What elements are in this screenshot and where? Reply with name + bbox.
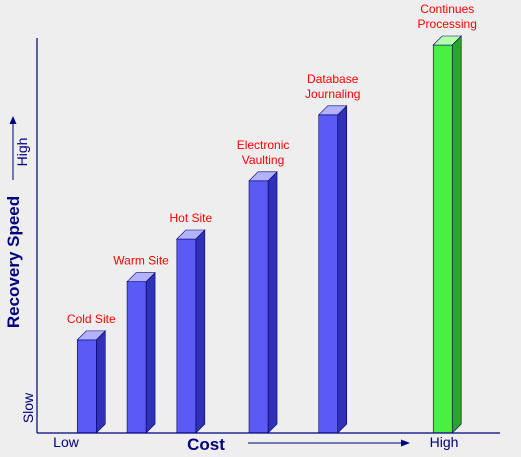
bar-top — [176, 229, 206, 240]
bar-face — [318, 114, 339, 434]
bar-label-line: Hot Site — [170, 211, 213, 225]
bar-side — [195, 229, 206, 434]
bar-side — [451, 35, 462, 434]
bar-face — [176, 238, 197, 434]
bar-label: Continues Processing — [418, 2, 477, 31]
bar — [248, 171, 278, 434]
bar-label-line: Vaulting — [242, 153, 284, 167]
bar-top — [432, 35, 462, 46]
bar — [318, 105, 348, 434]
bar-top — [126, 272, 156, 282]
bar — [432, 35, 462, 434]
y-arrow-head-icon — [9, 116, 17, 124]
bar-label: Electronic Vaulting — [237, 138, 290, 167]
y-axis-title: Recovery Speed — [4, 196, 23, 328]
bar — [76, 330, 107, 434]
bar-label: Hot Site — [170, 211, 213, 225]
bar-side — [337, 105, 348, 434]
bar-face — [432, 44, 453, 434]
bar-label: Cold Site — [67, 312, 116, 326]
x-axis-high-label: High — [430, 434, 459, 450]
bar-labels-layer: Cold Site Warm Site Hot Site Electronic Vaul… — [67, 2, 477, 326]
bar — [176, 229, 206, 434]
bar-top — [248, 171, 278, 182]
bar-face — [248, 180, 269, 434]
bar-label: Warm Site — [113, 254, 169, 268]
bar-top — [318, 105, 348, 116]
bar-top — [76, 330, 107, 341]
bar-label-line: Processing — [418, 17, 477, 31]
bar-face — [76, 339, 97, 434]
bar — [126, 271, 156, 434]
bar-side — [145, 271, 156, 434]
bar-side — [95, 330, 106, 434]
bars-layer — [76, 35, 462, 434]
bar-face — [126, 281, 147, 434]
bar-label-line: Cold Site — [67, 312, 116, 326]
x-axis-title: Cost — [187, 435, 225, 454]
x-arrow-head-icon — [401, 439, 410, 447]
x-axis-low-label: Low — [53, 434, 80, 450]
y-axis-low-label: Slow — [20, 392, 36, 423]
bar-label: Database Journaling — [305, 72, 360, 101]
bar-label-line: Electronic — [237, 138, 290, 152]
y-axis-high-label: High — [14, 138, 30, 167]
bar-label-line: Warm Site — [113, 254, 169, 268]
bar-label-line: Continues — [420, 2, 474, 16]
bar-label-line: Database — [307, 72, 359, 86]
bar-label-line: Journaling — [305, 87, 360, 101]
bar-side — [267, 171, 278, 434]
